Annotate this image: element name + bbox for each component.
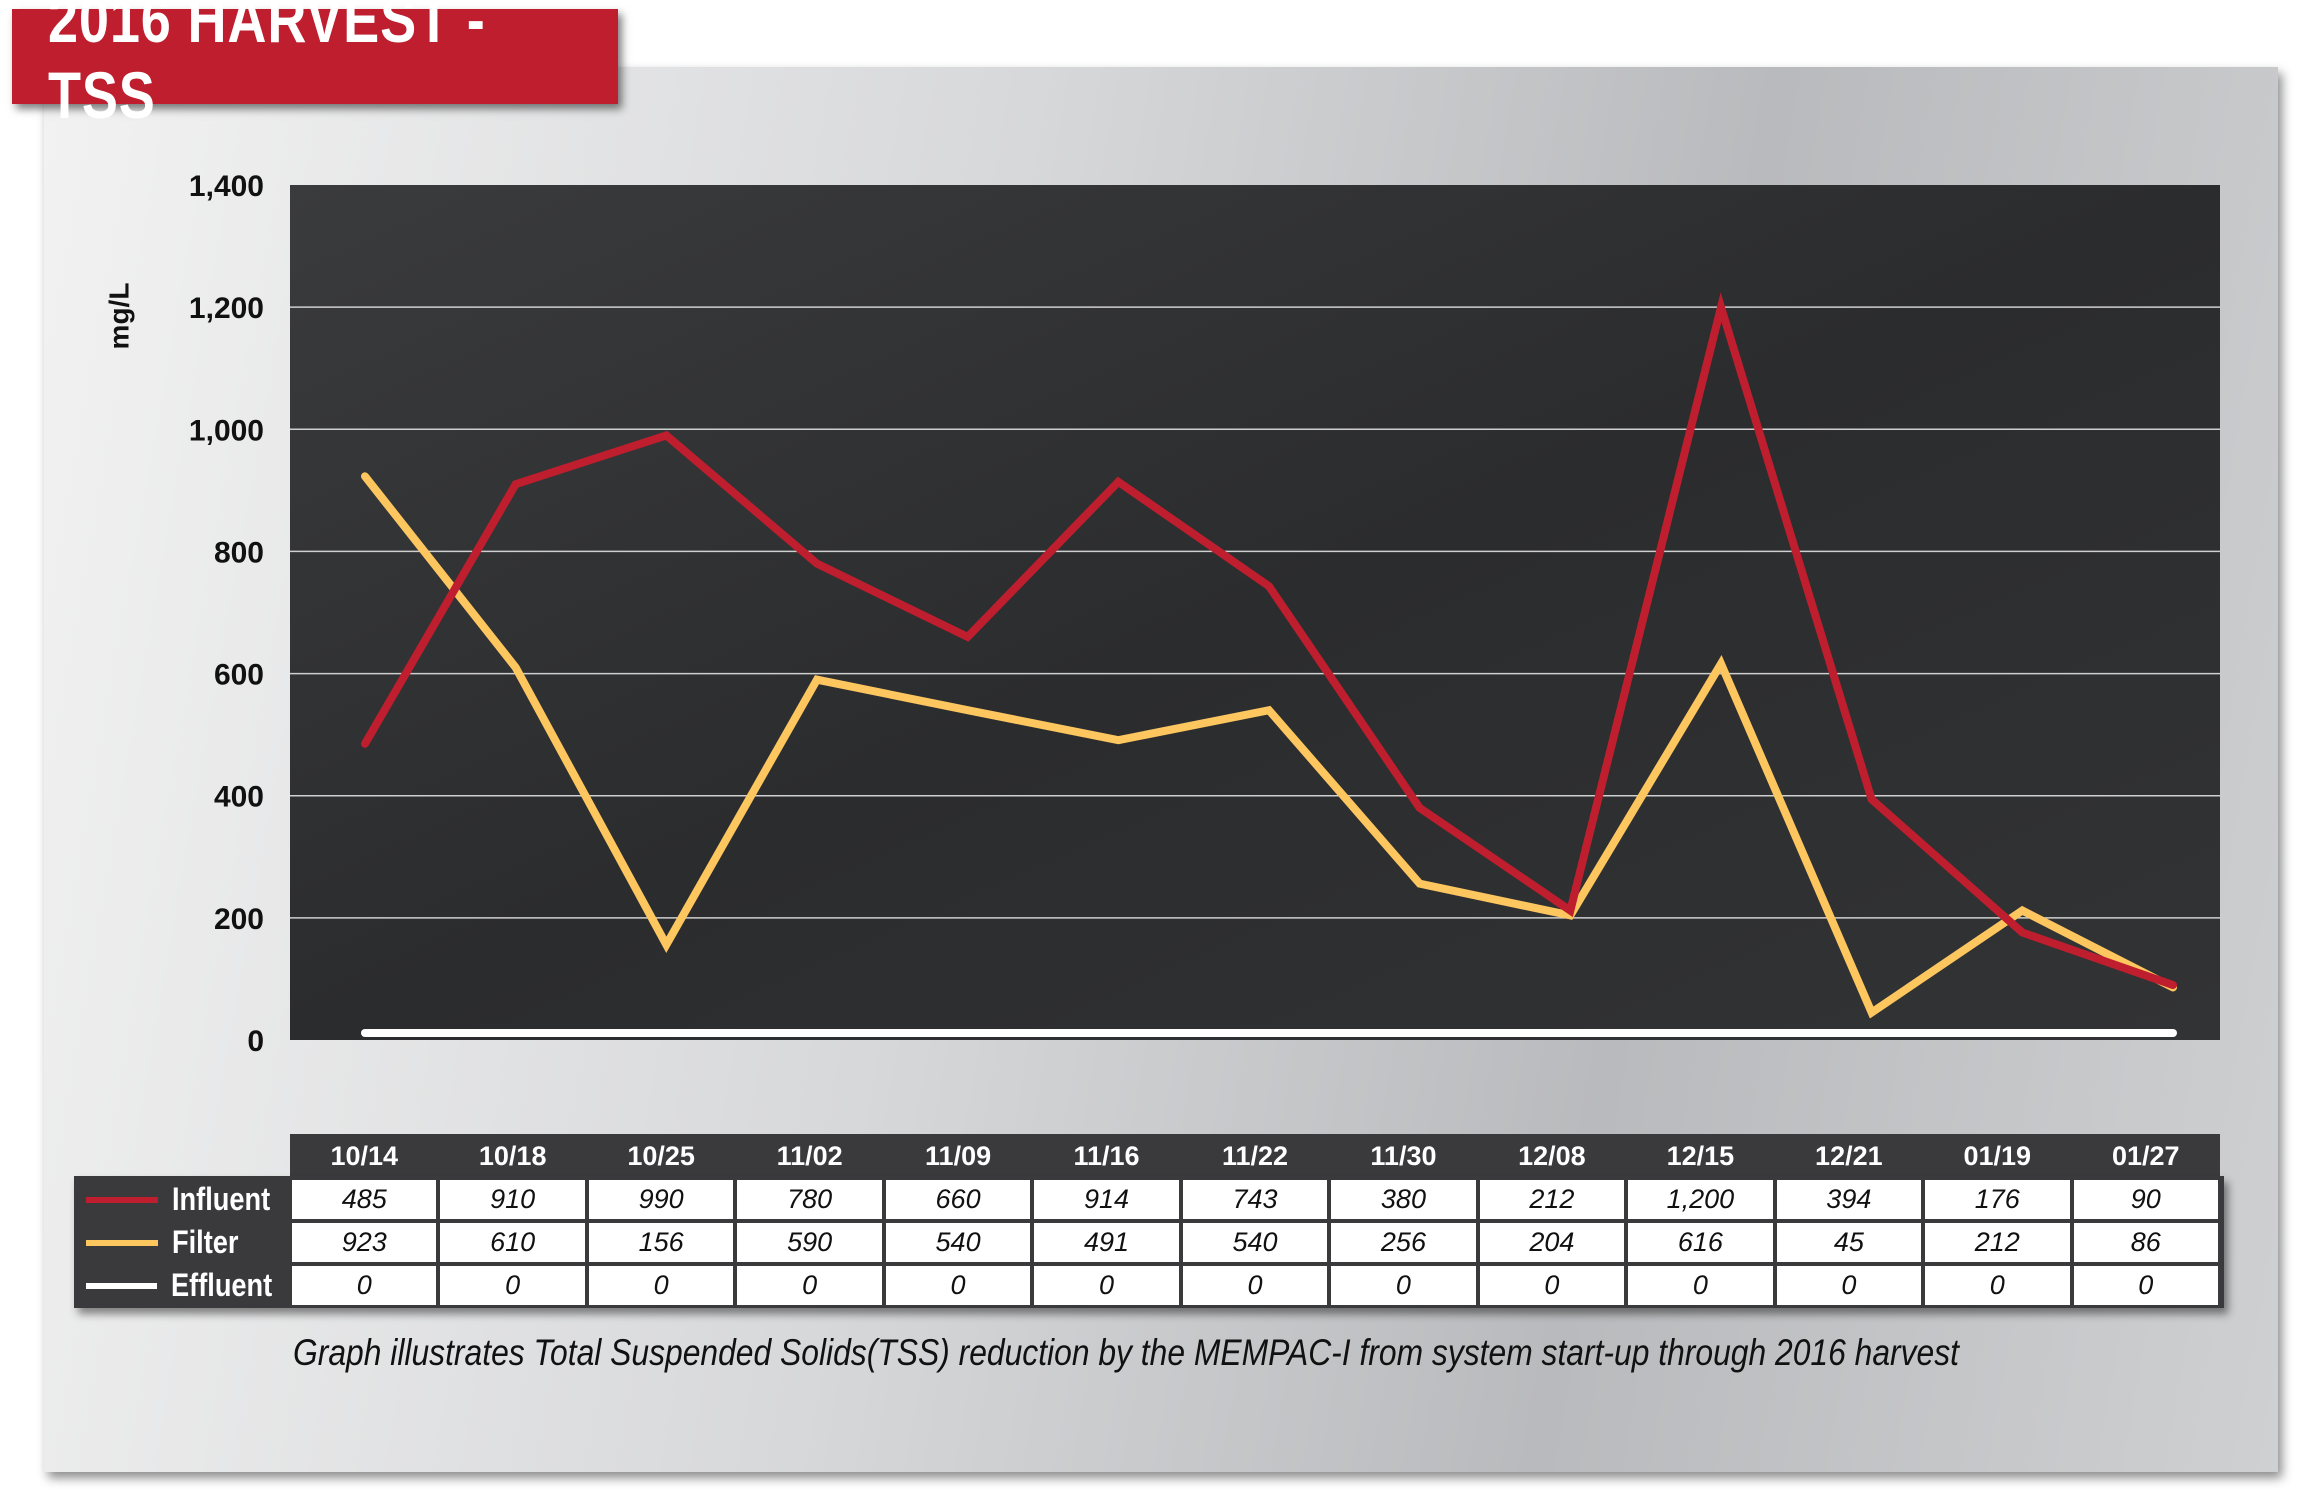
data-cell: 0 xyxy=(1032,1264,1181,1307)
data-cell: 914 xyxy=(1032,1178,1181,1221)
data-cell: 90 xyxy=(2071,1178,2220,1221)
y-tick-label: 1,000 xyxy=(189,414,264,447)
data-cell: 910 xyxy=(438,1178,587,1221)
data-cell: 0 xyxy=(1626,1264,1775,1307)
data-cell: 86 xyxy=(2071,1221,2220,1264)
data-cell: 0 xyxy=(1923,1264,2072,1307)
y-tick-label: 400 xyxy=(214,781,264,814)
data-cell: 923 xyxy=(290,1221,439,1264)
data-cell: 610 xyxy=(438,1221,587,1264)
data-cell: 0 xyxy=(1329,1264,1478,1307)
y-tick-label: 0 xyxy=(247,1025,264,1058)
data-cell: 0 xyxy=(1180,1264,1330,1307)
x-tick-label: 10/25 xyxy=(627,1140,695,1171)
x-tick-label: 11/09 xyxy=(925,1140,992,1171)
data-cell: 394 xyxy=(1774,1178,1924,1221)
y-tick-label: 200 xyxy=(214,903,264,936)
y-tick-label: 1,400 xyxy=(189,170,264,203)
legend-swatch xyxy=(86,1196,158,1203)
data-cell: 256 xyxy=(1329,1221,1478,1264)
legend-label: Effluent xyxy=(170,1267,273,1303)
data-cell: 380 xyxy=(1329,1178,1478,1221)
legend-swatch xyxy=(86,1282,157,1289)
x-tick-label: 01/27 xyxy=(2111,1140,2180,1171)
x-tick-label: 12/08 xyxy=(1518,1140,1586,1171)
data-cell: 0 xyxy=(735,1264,884,1307)
data-cell: 491 xyxy=(1032,1221,1181,1264)
data-cell: 212 xyxy=(1477,1178,1627,1221)
plot-area xyxy=(290,185,2220,1040)
x-tick-label: 11/16 xyxy=(1073,1140,1140,1171)
data-cell: 616 xyxy=(1626,1221,1775,1264)
table-header-row xyxy=(290,1134,2220,1178)
data-cell: 156 xyxy=(586,1221,736,1264)
data-cell: 45 xyxy=(1774,1221,1924,1264)
data-cell: 176 xyxy=(1923,1178,2072,1221)
x-tick-label: 12/15 xyxy=(1666,1140,1735,1171)
data-cell: 1,200 xyxy=(1626,1178,1775,1221)
data-cell: 0 xyxy=(586,1264,736,1307)
data-cell: 0 xyxy=(438,1264,587,1307)
x-tick-label: 11/30 xyxy=(1370,1140,1437,1171)
y-tick-label: 1,200 xyxy=(189,292,264,325)
data-cell: 0 xyxy=(2071,1264,2220,1307)
y-tick-label: 800 xyxy=(214,536,264,569)
legend-item-effluent: Effluent xyxy=(74,1264,290,1307)
title-banner: 2016 HARVEST - TSS xyxy=(12,0,618,132)
chart-title: 2016 HARVEST - TSS xyxy=(48,0,486,132)
data-cell: 780 xyxy=(735,1178,884,1221)
line-chart: 0 200 400 600 800 1,000 1,200 1,400 xyxy=(189,170,2220,1058)
caption: Graph illustrates Total Suspended Solids… xyxy=(293,1332,1960,1373)
data-cell: 540 xyxy=(1180,1221,1330,1264)
legend-item-filter: Filter xyxy=(74,1221,290,1264)
y-tick-label: 600 xyxy=(214,659,264,692)
x-tick-label: 10/14 xyxy=(330,1140,399,1171)
data-cell: 540 xyxy=(883,1221,1033,1264)
x-tick-label: 01/19 xyxy=(1963,1140,2032,1171)
x-tick-label: 11/02 xyxy=(776,1140,843,1171)
legend-item-influent: Influent xyxy=(74,1178,290,1221)
data-cell: 590 xyxy=(735,1221,884,1264)
data-cell: 0 xyxy=(1774,1264,1924,1307)
legend-label: Influent xyxy=(172,1181,271,1217)
data-cell: 212 xyxy=(1923,1221,2072,1264)
data-cell: 660 xyxy=(883,1178,1033,1221)
x-tick-label: 11/22 xyxy=(1221,1140,1289,1171)
data-cell: 204 xyxy=(1477,1221,1627,1264)
data-cell: 0 xyxy=(290,1264,439,1307)
data-cell: 990 xyxy=(586,1178,736,1221)
x-tick-label: 10/18 xyxy=(478,1140,547,1171)
data-cell: 485 xyxy=(290,1178,439,1221)
legend-label: Filter xyxy=(172,1224,239,1260)
legend-swatch xyxy=(86,1239,158,1246)
data-cell: 0 xyxy=(1477,1264,1627,1307)
x-tick-label: 12/21 xyxy=(1815,1140,1883,1171)
data-cell: 743 xyxy=(1180,1178,1330,1221)
data-cell: 0 xyxy=(883,1264,1033,1307)
